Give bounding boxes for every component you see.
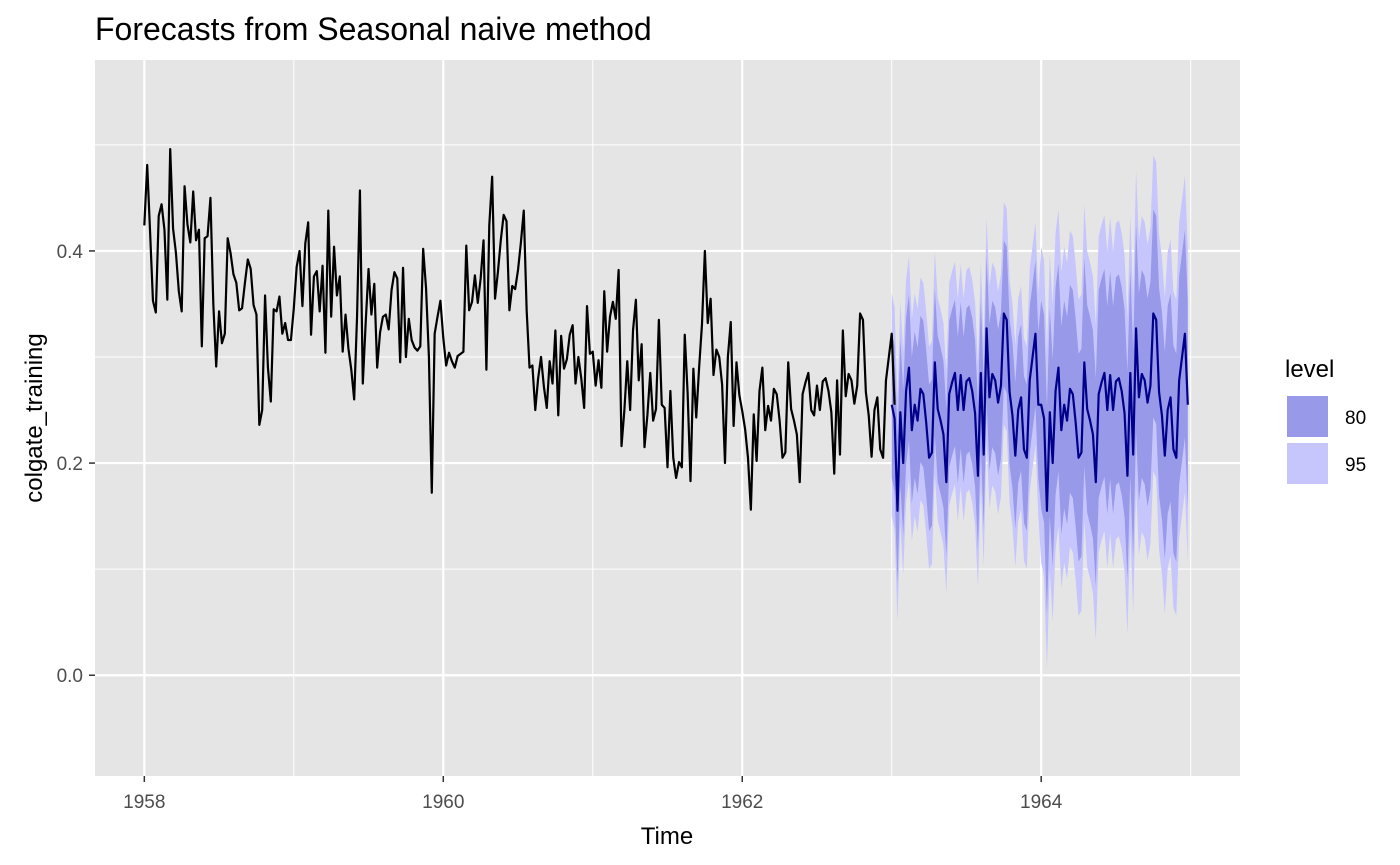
y-axis-ticks: 0.0 0.2 0.4	[57, 242, 95, 687]
forecast-line	[890, 312, 1189, 512]
prediction-intervals	[891, 155, 1188, 669]
legend: level 80 95	[1285, 356, 1366, 484]
x-tick-label: 1964	[1020, 792, 1063, 813]
x-axis-title: Time	[641, 823, 693, 850]
y-tick-label: 0.0	[57, 666, 83, 687]
x-axis-ticks: 1958 1960 1962 1964	[123, 776, 1063, 813]
legend-swatch-80	[1287, 396, 1328, 437]
y-tick-label: 0.2	[57, 454, 83, 475]
interval-band-80	[891, 209, 1188, 615]
y-tick-label: 0.4	[57, 242, 84, 263]
x-tick-label: 1960	[422, 792, 464, 813]
x-tick-label: 1962	[721, 792, 763, 813]
legend-label-95: 95	[1345, 455, 1366, 476]
y-axis-title: colgate_training	[21, 333, 48, 502]
x-tick-label: 1958	[123, 792, 165, 813]
legend-title: level	[1285, 356, 1334, 383]
history-line	[143, 148, 896, 511]
legend-swatch-95	[1287, 443, 1328, 484]
chart-title: Forecasts from Seasonal naive method	[95, 11, 652, 47]
legend-label-80: 80	[1345, 408, 1366, 429]
